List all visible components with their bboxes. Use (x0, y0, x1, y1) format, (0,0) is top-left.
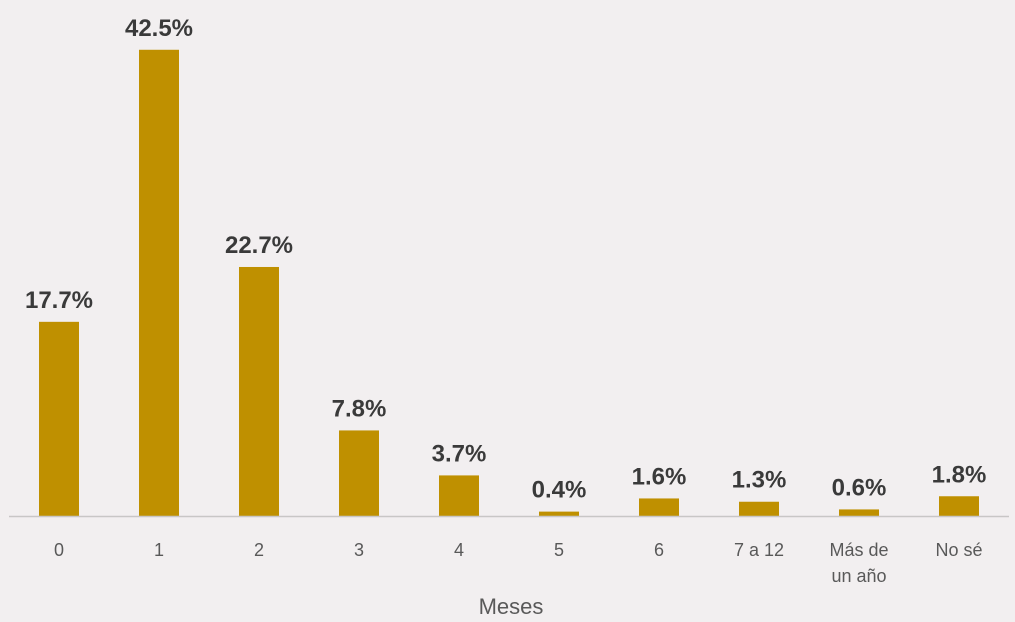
x-tick-labels-group: 0 1 2 3 4 5 6 7 a 12 Más de un año No sé (54, 540, 983, 586)
x-tick-label-0: 0 (54, 540, 64, 560)
bars-group (39, 49, 979, 517)
bar-3 (339, 430, 379, 516)
data-label-3: 7.8% (332, 395, 387, 422)
data-label-7: 1.3% (732, 467, 787, 494)
data-label-9: 1.8% (932, 461, 987, 488)
data-label-1: 42.5% (125, 15, 193, 42)
x-tick-label-3: 3 (354, 540, 364, 560)
x-tick-label-8: Más de un año (829, 540, 888, 586)
data-label-4: 3.7% (432, 440, 487, 467)
x-tick-label-2: 2 (254, 540, 264, 560)
x-tick-label-5: 5 (554, 540, 564, 560)
data-label-6: 1.6% (632, 463, 687, 490)
bar-2 (239, 266, 279, 516)
x-tick-label-6: 6 (654, 540, 664, 560)
data-label-8: 0.6% (832, 474, 887, 501)
bar-4 (439, 475, 479, 516)
data-label-0: 17.7% (25, 287, 93, 314)
bar-7 (739, 501, 779, 516)
bar-0 (39, 321, 79, 516)
x-tick-label-1: 1 (154, 540, 164, 560)
bar-8 (839, 509, 879, 516)
data-label-2: 22.7% (225, 232, 293, 259)
x-axis-title: Meses (479, 594, 544, 619)
bar-6 (639, 498, 679, 516)
bar-1 (139, 49, 179, 517)
bar-5 (539, 511, 579, 516)
bar-9 (939, 496, 979, 516)
data-labels-group: 17.7% 42.5% 22.7% 7.8% 3.7% 0.4% 1.6% 1.3% 0.6% 1… (25, 15, 986, 504)
data-label-5: 0.4% (532, 477, 587, 504)
x-tick-label-4: 4 (454, 540, 464, 560)
x-tick-label-9: No sé (935, 540, 982, 560)
x-tick-label-7: 7 a 12 (734, 540, 784, 560)
